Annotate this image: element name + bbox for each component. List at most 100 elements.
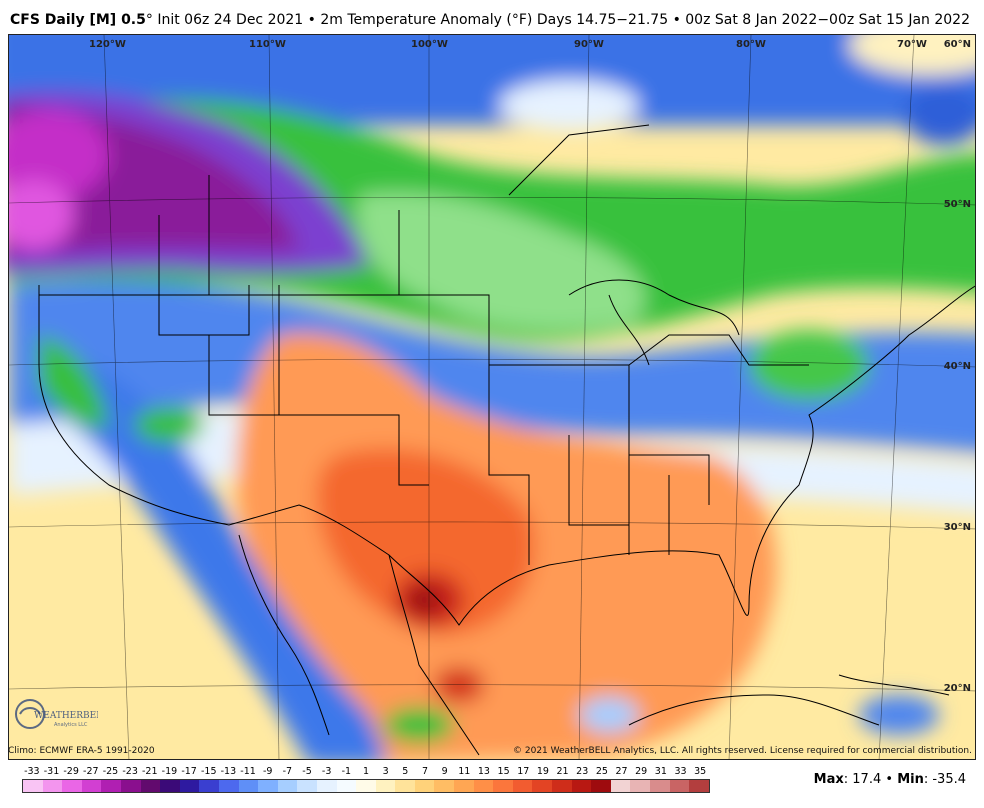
max-value: 17.4 (852, 772, 882, 787)
colorbar-swatch (297, 780, 317, 792)
colorbar-swatch (316, 780, 337, 792)
colorbar-tick-label: -11 (240, 766, 256, 777)
colorbar-swatch (179, 780, 200, 792)
colorbar-tick-label: 33 (674, 766, 687, 777)
chart-header: CFS Daily [M] 0.5° Init 06z 24 Dec 2021 … (0, 0, 984, 34)
colorbar-tick-label: 31 (654, 766, 667, 777)
colorbar-swatch (532, 780, 553, 792)
colorbar-swatch (591, 780, 611, 792)
graticule (9, 35, 975, 759)
colorbar-tick-label: -1 (341, 766, 352, 777)
lon-label-80w: 80°W (736, 39, 766, 50)
colorbar-tick-label: 11 (458, 766, 471, 777)
colorbar-swatch (414, 780, 435, 792)
colorbar-tick-label: -23 (122, 766, 138, 777)
colorbar-swatch (454, 780, 474, 792)
colorbar-swatch (512, 780, 533, 792)
lon-label-110w: 110°W (249, 39, 286, 50)
valid-period: Days 14.75−21.75 • 00z Sat 8 Jan 2022−00… (536, 12, 970, 28)
colorbar-swatch (238, 780, 259, 792)
colorbar-tick-label: 3 (382, 766, 389, 777)
colorbar-swatch (42, 780, 63, 792)
svg-text:WEATHERBELL: WEATHERBELL (34, 711, 98, 721)
lat-label-60n: 60°N (943, 39, 971, 50)
colorbar-tick-label: -5 (302, 766, 312, 777)
colorbar-tick-label: 25 (595, 766, 608, 777)
colorbar-tick-label: 15 (497, 766, 510, 777)
colorbar-swatch (493, 780, 513, 792)
colorbar-tick-label: -25 (102, 766, 119, 777)
colorbar-legend: -33 -31 -29 -27 -25 -23 -21 -19 -17 -15 -13 -11 -9 -7… (10, 764, 710, 802)
colorbar-tick-label: 7 (421, 766, 428, 777)
lat-label-20n: 20°N (943, 683, 971, 694)
colorbar-tick-label: 9 (441, 766, 448, 777)
colorbar-swatch (669, 780, 690, 792)
colorbar-swatch (473, 780, 494, 792)
colorbar-swatch (552, 780, 572, 792)
colorbar-tick-label: -17 (181, 766, 197, 777)
svg-text:Analytics LLC: Analytics LLC (54, 722, 88, 728)
colorbar-swatch (356, 780, 376, 792)
lat-label-30n: 30°N (943, 522, 971, 533)
colorbar-swatch (630, 780, 650, 792)
colorbar-tick-label: -27 (83, 766, 99, 777)
separator-dot: • (307, 12, 316, 28)
colorbar-tick-label: -9 (262, 766, 273, 777)
colorbar-tick-label: -19 (161, 766, 178, 777)
colorbar-swatch (160, 780, 180, 792)
colorbar-swatch (81, 780, 102, 792)
anomaly-map: 120°W 110°W 100°W 90°W 80°W 70°W 60°N 50… (8, 34, 976, 760)
colorbar-swatch (218, 780, 239, 792)
colorbar-swatch (199, 780, 219, 792)
lat-label-50n: 50°N (943, 199, 971, 210)
colorbar-tick-label: 17 (517, 766, 530, 777)
colorbar-tick-label: 29 (635, 766, 648, 777)
anomaly-field (9, 35, 975, 759)
colorbar-tick-label: -15 (200, 766, 217, 777)
colorbar-tick-label: -3 (321, 766, 332, 777)
copyright-credit: © 2021 WeatherBELL Analytics, LLC. All r… (513, 746, 972, 756)
lon-label-90w: 90°W (574, 39, 604, 50)
colorbar-swatch (101, 780, 121, 792)
colorbar-swatch (23, 780, 43, 792)
map-canvas (9, 35, 975, 759)
colorbar-ticks: -33 -31 -29 -27 -25 -23 -21 -19 -17 -15 -13 -11 -9 -7… (10, 764, 710, 778)
colorbar-swatch (395, 780, 415, 792)
colorbar-swatch (375, 780, 396, 792)
colorbar-tick-label: -33 (24, 766, 40, 777)
colorbar-tick-label: -31 (43, 766, 60, 777)
lat-label-40n: 40°N (943, 361, 971, 372)
colorbar-tick-label: 27 (615, 766, 628, 777)
colorbar-tick-label: -21 (142, 766, 158, 777)
colorbar-tick-label: 1 (362, 766, 370, 777)
degree-mark: ° (145, 12, 153, 28)
max-label: Max (813, 772, 844, 787)
field-name: 2m Temperature Anomaly (°F) (320, 12, 533, 28)
colorbar-tick-label: 19 (536, 766, 549, 777)
colorbar (22, 779, 710, 793)
colorbar-tick-label: 21 (556, 766, 569, 777)
model-name: CFS Daily [M] 0.5 (10, 12, 146, 28)
colorbar-tick-label: 13 (477, 766, 490, 777)
colorbar-tick-label: 5 (402, 766, 409, 777)
min-label: Min (897, 772, 924, 787)
lon-label-100w: 100°W (411, 39, 448, 50)
lon-label-70w: 70°W (897, 39, 927, 50)
colorbar-swatch (434, 780, 455, 792)
colorbar-tick-label: -13 (220, 766, 237, 777)
colorbar-swatch (650, 780, 670, 792)
lon-label-120w: 120°W (89, 39, 126, 50)
colorbar-tick-label: 23 (576, 766, 589, 777)
colorbar-swatch (336, 780, 357, 792)
colorbar-swatch (610, 780, 631, 792)
max-min-stats: Max: 17.4 • Min: -35.4 (813, 772, 966, 787)
political-boundaries (38, 124, 975, 756)
colorbar-swatch (571, 780, 592, 792)
header-title: CFS Daily [M] 0.5° Init 06z 24 Dec 2021 … (10, 12, 532, 28)
colorbar-swatch (120, 780, 141, 792)
colorbar-swatch (140, 780, 161, 792)
colorbar-swatch (258, 780, 278, 792)
colorbar-swatch (62, 780, 82, 792)
colorbar-tick-label: -7 (282, 766, 293, 777)
colorbar-tick-label: 35 (694, 766, 707, 777)
